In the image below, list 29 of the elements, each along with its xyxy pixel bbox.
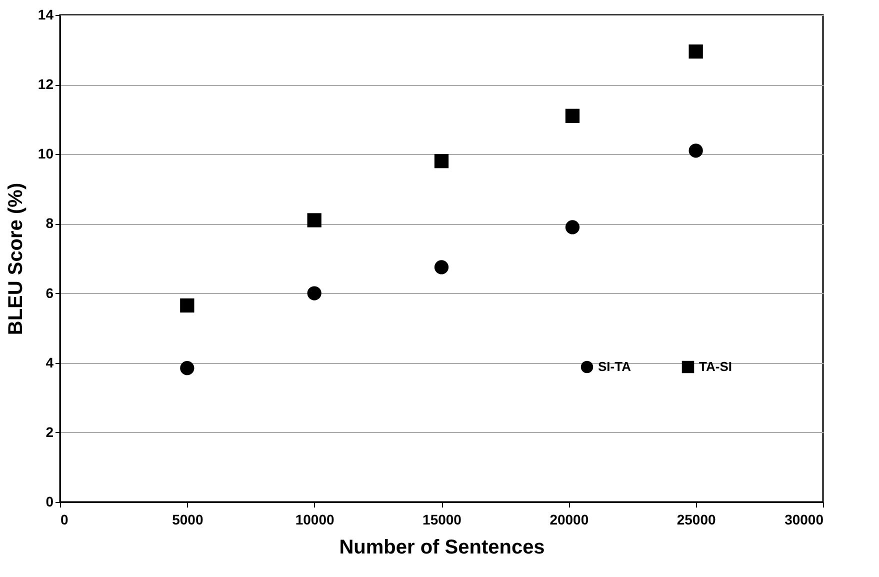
point	[434, 260, 449, 274]
point	[307, 213, 322, 228]
y-axis-title: BLEU Score (%)	[4, 182, 27, 336]
point	[688, 144, 703, 158]
point	[307, 286, 322, 300]
y-tick-label: 10	[38, 146, 54, 162]
y-tick-label: 8	[46, 215, 54, 232]
y-tick-label: 0	[46, 494, 54, 510]
y-tick-label: 4	[46, 354, 54, 370]
y-tick-label: 12	[38, 76, 54, 92]
point	[434, 154, 449, 168]
x-tick-label: 30000	[784, 512, 824, 528]
x-axis-title: Number of Sentences	[339, 536, 545, 558]
y-tick-label: 6	[46, 284, 54, 301]
x-tick-label: 20000	[550, 512, 589, 528]
legend-label: SI-TA	[598, 359, 632, 374]
point	[688, 44, 703, 59]
x-tick-label: 10000	[295, 512, 335, 528]
point	[565, 108, 580, 123]
x-tick-label: 25000	[676, 512, 716, 528]
legend-label: TA-SI	[699, 359, 732, 374]
x-tick-label: 0	[60, 512, 68, 528]
x-tick-label: 15000	[422, 512, 462, 528]
point	[180, 298, 194, 313]
x-tick-label: 5000	[172, 512, 204, 528]
y-tick-label: 2	[46, 424, 54, 440]
y-tick-label: 14	[38, 6, 54, 22]
point	[565, 220, 580, 234]
point	[180, 361, 194, 376]
